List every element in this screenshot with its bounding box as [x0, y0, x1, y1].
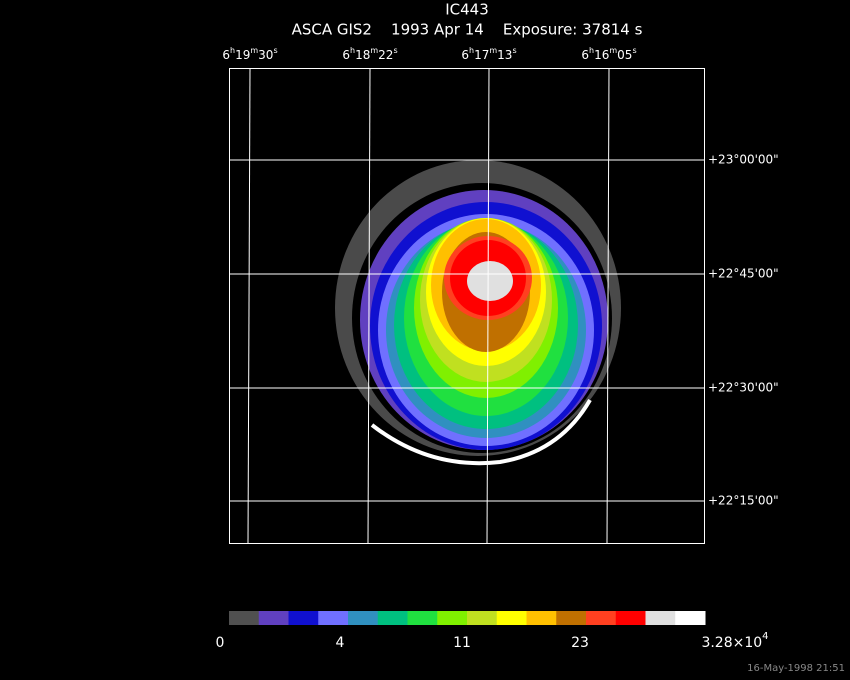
dec-tick-label: +23°00'00" [708, 153, 779, 167]
colorbar-swatch [288, 611, 319, 625]
ra-label-part: 19 [235, 48, 250, 62]
colorbar-swatch [437, 611, 468, 625]
ra-label-part: 16 [594, 48, 609, 62]
colorbar-swatch [586, 611, 617, 625]
colorbar-label: 4 [336, 635, 345, 651]
coordinate-grid [229, 67, 705, 544]
dec-tick-label: +22°15'00" [708, 494, 779, 508]
grid-line [486, 67, 490, 544]
colorbar-label: 3.28×104 [701, 631, 768, 651]
subtitle: ASCA GIS2 1993 Apr 14 Exposure: 37814 s [292, 21, 643, 39]
dec-tick-label: +22°45'00" [708, 267, 779, 281]
ra-label-part: h [230, 46, 235, 55]
ra-label-part: m [609, 46, 617, 55]
ra-label-part: 30 [258, 48, 273, 62]
grid-line [606, 67, 610, 544]
ra-label-part: 6 [222, 48, 230, 62]
colorbar-label-base: 3.28×10 [701, 635, 762, 651]
ra-label-part: 05 [617, 48, 632, 62]
colorbar-swatch [407, 611, 438, 625]
ra-tick-label: 6h16m05s [581, 46, 636, 62]
ra-label-part: 22 [378, 48, 393, 62]
colorbar-swatch [318, 611, 349, 625]
colorbar-swatch [258, 611, 289, 625]
colorbar-label: 23 [571, 635, 589, 651]
colorbar-swatch [467, 611, 498, 625]
ra-label-part: h [350, 46, 355, 55]
colorbar-swatch [675, 611, 706, 625]
ra-label-part: h [589, 46, 594, 55]
ra-tick-label: 6h17m13s [461, 46, 516, 62]
ra-label-part: 13 [497, 48, 512, 62]
ra-label-part: s [632, 46, 636, 55]
ra-label-part: h [469, 46, 474, 55]
colorbar-swatch [526, 611, 557, 625]
ra-label-part: s [273, 46, 277, 55]
colorbar-swatch [348, 611, 379, 625]
ra-label-part: 17 [474, 48, 489, 62]
title: IC443 [445, 1, 489, 19]
colorbar-swatch [229, 611, 260, 625]
ra-tick-label: 6h18m22s [342, 46, 397, 62]
dec-tick-label: +22°30'00" [708, 381, 779, 395]
ra-label-part: 6 [342, 48, 350, 62]
colorbar-label-exponent: 4 [762, 631, 768, 642]
grid-line [247, 67, 251, 544]
colorbar-swatch [615, 611, 646, 625]
colorbar-swatch [645, 611, 676, 625]
colorbar-label: 0 [216, 635, 225, 651]
ra-label-part: 18 [355, 48, 370, 62]
ra-label-part: m [370, 46, 378, 55]
frame [229, 68, 705, 544]
colorbar-swatch [377, 611, 408, 625]
colorbar-label: 11 [453, 635, 471, 651]
ra-label-part: m [250, 46, 258, 55]
grid-line [367, 67, 371, 544]
ra-label-part: 6 [581, 48, 589, 62]
ra-label-part: s [393, 46, 397, 55]
colorbar-swatch [496, 611, 527, 625]
colorbar-swatch [556, 611, 587, 625]
ra-label-part: 6 [461, 48, 469, 62]
ra-label-part: s [512, 46, 516, 55]
ra-label-part: m [489, 46, 497, 55]
ra-tick-label: 6h19m30s [222, 46, 277, 62]
timestamp: 16-May-1998 21:51 [747, 663, 845, 674]
